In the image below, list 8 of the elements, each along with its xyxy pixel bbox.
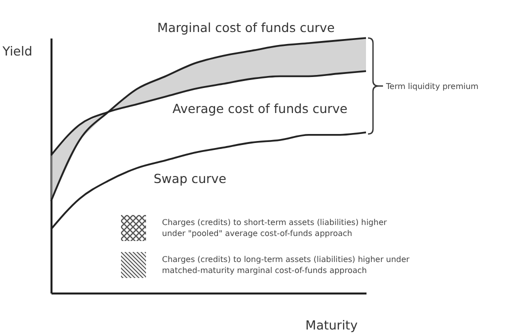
annotation: Charges (credits) to short-term assets (liabilities) higher under "pooled" average cost-of-funds approach	[162, 217, 388, 239]
y-axis-title: Yield	[2, 44, 32, 58]
x-axis-title: Maturity	[305, 318, 358, 332]
series-label: Marginal cost of funds curve	[157, 20, 336, 35]
text: Term liquidity premium	[386, 81, 480, 92]
series-label: Average cost of funds curve	[172, 101, 348, 116]
series-label: Swap curve	[154, 171, 227, 186]
annotation: Charges (credits) to long-term assets (liabilities) higher under matched-maturity marginal cost-of-funds approach	[162, 254, 410, 276]
